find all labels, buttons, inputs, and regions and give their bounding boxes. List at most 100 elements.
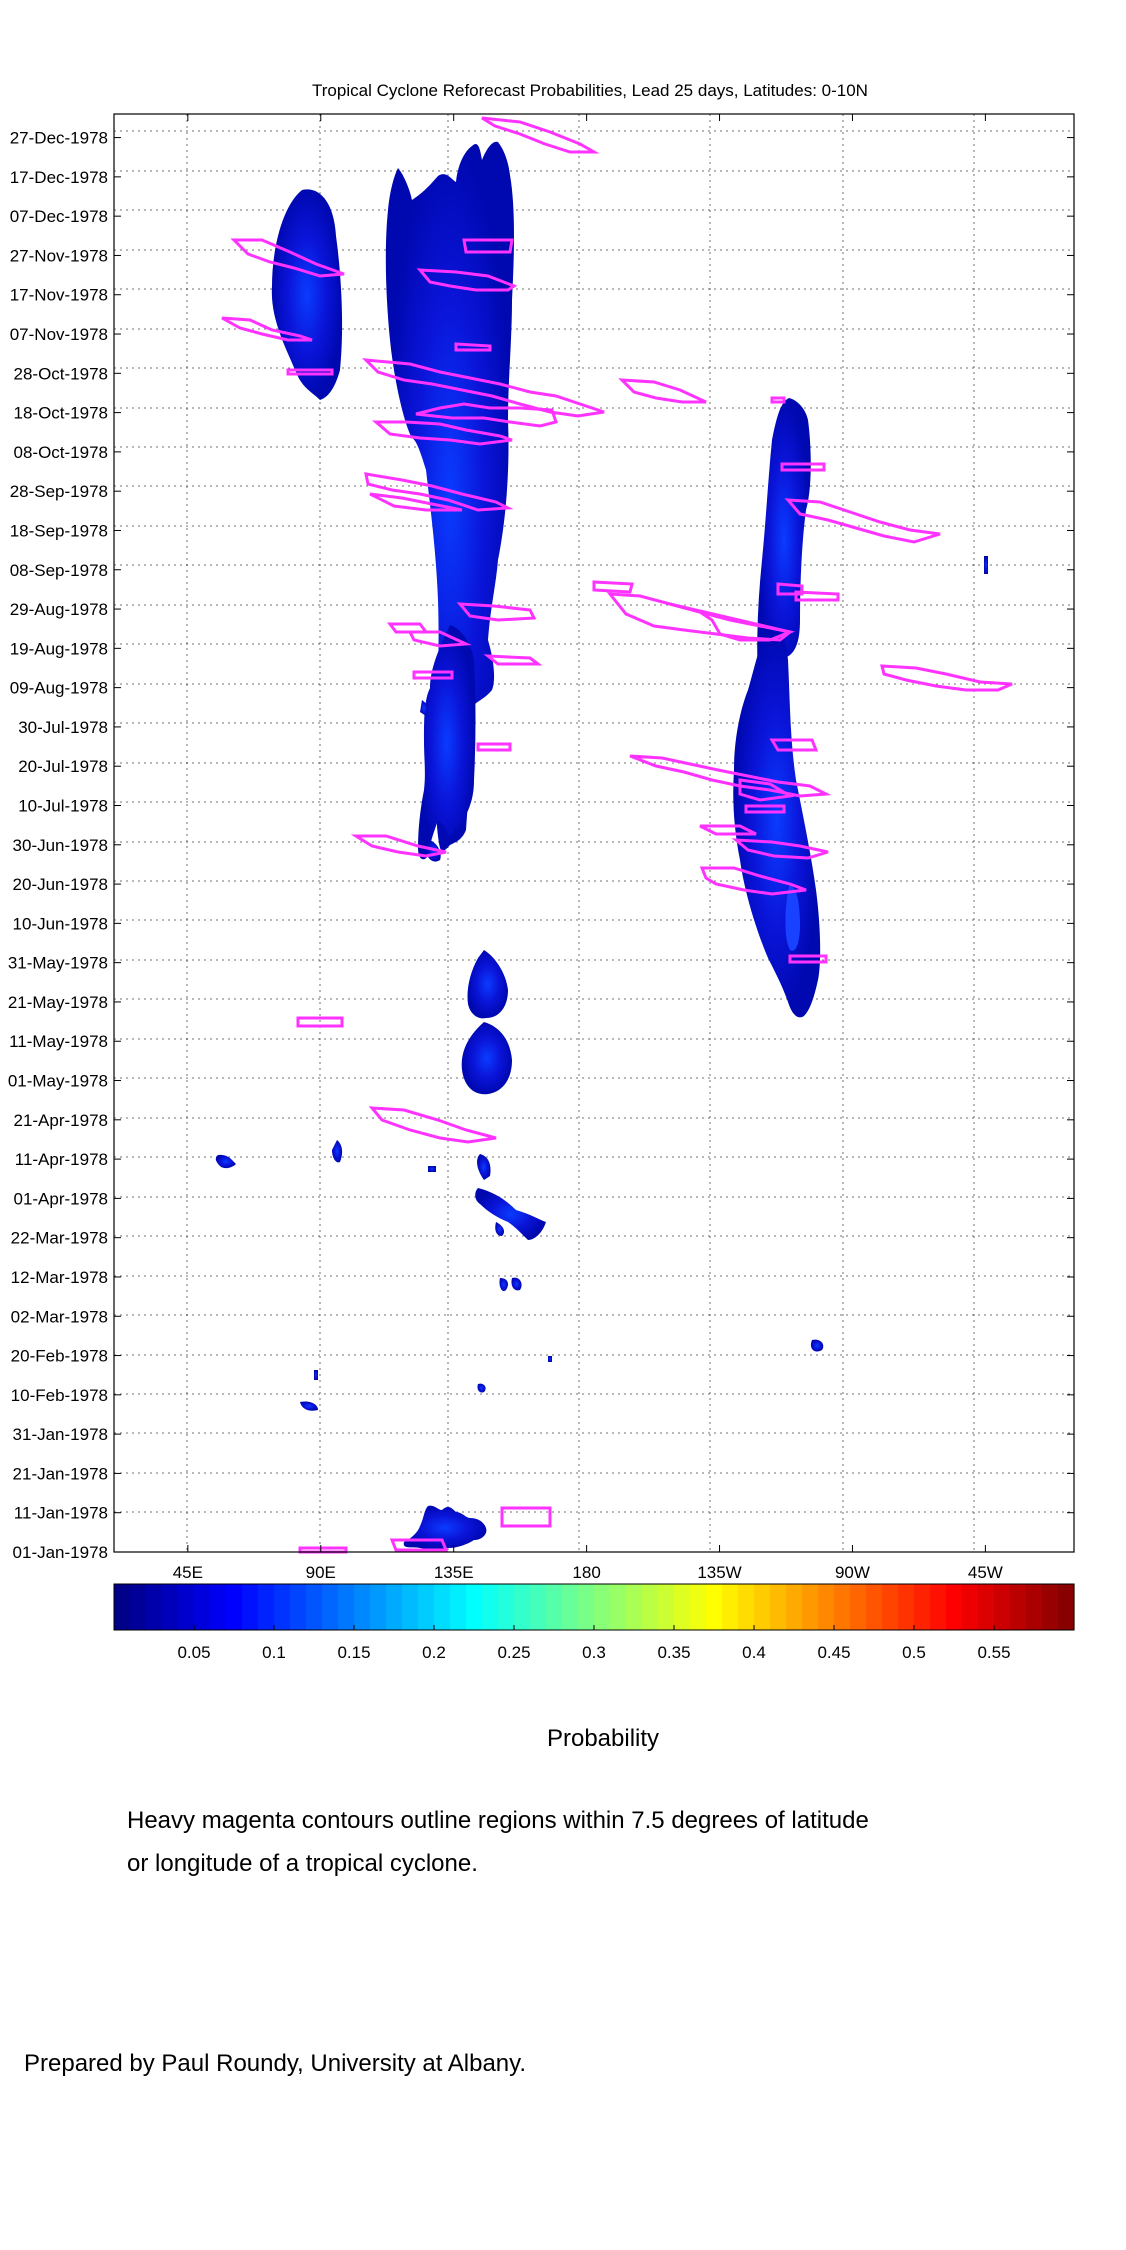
cyclone-contour <box>415 402 558 428</box>
cyclone-contour <box>364 472 514 512</box>
probability-region <box>475 1188 546 1240</box>
y-tick-label: 28-Oct-1978 <box>14 364 109 383</box>
probability-region <box>548 1356 552 1362</box>
cyclone-contour <box>296 1016 344 1028</box>
y-tick-label: 17-Nov-1978 <box>10 286 108 305</box>
y-tick-label: 20-Feb-1978 <box>11 1347 108 1366</box>
colorbar-cell <box>610 1584 627 1630</box>
y-tick-label: 29-Aug-1978 <box>10 600 108 619</box>
probability-region <box>418 625 476 860</box>
colorbar-cell <box>738 1584 755 1630</box>
y-tick-label: 11-May-1978 <box>9 1032 108 1051</box>
colorbar-cell <box>994 1584 1011 1630</box>
colorbar-cell <box>930 1584 947 1630</box>
colorbar-cell <box>1058 1584 1075 1630</box>
y-gridlines <box>114 130 1074 1513</box>
colorbar-tick-label: 0.25 <box>497 1643 530 1662</box>
colorbar-cell <box>562 1584 579 1630</box>
cyclone-contour <box>412 670 454 680</box>
y-tick-label: 20-Jun-1978 <box>13 875 108 894</box>
colorbar-tick-label: 0.2 <box>422 1643 446 1662</box>
probability-region <box>495 1222 504 1236</box>
plot-frame <box>113 113 1075 1553</box>
colorbar-cell <box>450 1584 467 1630</box>
colorbar-label: Probability <box>546 1725 660 1752</box>
y-tick-label: 27-Dec-1978 <box>10 129 108 148</box>
colorbar <box>114 1584 1075 1630</box>
x-tick-label: 90E <box>306 1563 336 1582</box>
cyclone-contour <box>788 954 828 964</box>
y-tick-label: 20-Jul-1978 <box>18 757 108 776</box>
y-tick-label: 02-Mar-1978 <box>11 1307 108 1326</box>
colorbar-cell <box>914 1584 931 1630</box>
colorbar-cell <box>306 1584 323 1630</box>
colorbar-cell <box>514 1584 531 1630</box>
y-tick-label: 09-Aug-1978 <box>10 679 108 698</box>
cyclone-contour <box>407 630 472 648</box>
y-tick-label: 07-Nov-1978 <box>10 325 108 344</box>
cyclone-contour <box>776 582 804 596</box>
prepared-by: Prepared by Paul Roundy, University at A… <box>24 2050 527 2077</box>
y-tick-label: 21-Jan-1978 <box>13 1464 108 1483</box>
probability-region <box>984 556 988 574</box>
probability-region <box>810 1339 824 1352</box>
y-axis: 01-Jan-1978 11-Jan-1978 21-Jan-1978 31-Jan-… <box>8 129 1074 1562</box>
cyclone-contour <box>371 420 513 446</box>
colorbar-cell <box>482 1584 499 1630</box>
colorbar-cell <box>466 1584 483 1630</box>
colorbar-cell <box>370 1584 387 1630</box>
colorbar-cell <box>258 1584 275 1630</box>
y-tick-label: 21-Apr-1978 <box>13 1111 108 1130</box>
probability-region <box>461 1022 512 1095</box>
colorbar-cell <box>546 1584 563 1630</box>
colorbar-cell <box>706 1584 723 1630</box>
cyclone-contour <box>592 580 634 594</box>
cyclone-contour <box>784 498 941 544</box>
colorbar-cell <box>770 1584 787 1630</box>
probability-region <box>215 1154 236 1169</box>
y-tick-label: 01-Apr-1978 <box>13 1189 108 1208</box>
colorbar-cell <box>578 1584 595 1630</box>
cyclone-contour <box>780 462 826 472</box>
y-tick-label: 12-Mar-1978 <box>11 1268 108 1287</box>
x-tick-label: 45E <box>173 1563 203 1582</box>
colorbar-cell <box>818 1584 835 1630</box>
colorbar-cell <box>850 1584 867 1630</box>
y-tick-label: 30-Jun-1978 <box>13 836 108 855</box>
y-tick-label: 07-Dec-1978 <box>10 207 108 226</box>
cyclone-contour <box>669 602 795 642</box>
cyclone-contour <box>368 1106 497 1144</box>
cyclone-contour <box>880 664 1013 692</box>
colorbar-cell <box>386 1584 403 1630</box>
probability-region <box>477 1383 486 1393</box>
cyclone-contour <box>738 778 795 802</box>
cyclone-contour <box>230 238 345 278</box>
colorbar-tick-label: 0.45 <box>817 1643 850 1662</box>
x-axis: 45E 90E 135E 180 135W 90W 45W <box>173 114 1003 1582</box>
colorbar-cell <box>498 1584 515 1630</box>
y-tick-label: 27-Nov-1978 <box>10 246 108 265</box>
x-tick-label: 135W <box>697 1563 741 1582</box>
cyclone-contour <box>369 492 463 512</box>
colorbar-cell <box>146 1584 163 1630</box>
cyclone-contour <box>618 378 707 404</box>
colorbar-cell <box>978 1584 995 1630</box>
y-tick-label: 28-Sep-1978 <box>10 482 108 501</box>
cyclone-contour <box>500 1506 552 1528</box>
colorbar-cell <box>802 1584 819 1630</box>
probability-region <box>314 1370 318 1380</box>
probability-region <box>420 700 428 716</box>
cyclone-contour <box>769 738 819 752</box>
probability-region <box>499 1278 508 1292</box>
y-tick-label: 18-Sep-1978 <box>10 521 108 540</box>
plot-area <box>114 114 1074 1552</box>
y-tick-label: 08-Sep-1978 <box>10 561 108 580</box>
cyclone-contour <box>350 834 447 858</box>
cyclone-contour <box>744 804 786 814</box>
colorbar-tick-label: 0.5 <box>902 1643 926 1662</box>
colorbar-cell <box>786 1584 803 1630</box>
y-tick-label: 11-Jan-1978 <box>14 1504 108 1523</box>
x-tick-label: 90W <box>835 1563 870 1582</box>
probability-region <box>477 1154 491 1180</box>
